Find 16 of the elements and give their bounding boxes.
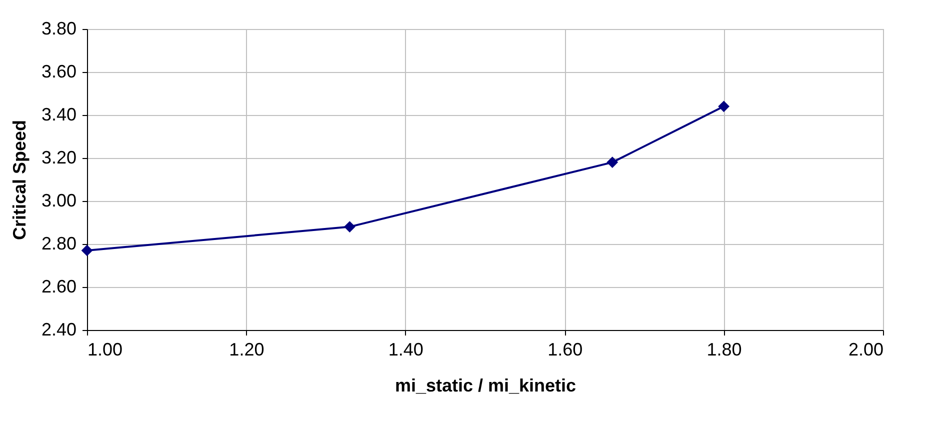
y-tick-label: 3.20	[41, 148, 76, 168]
y-tick-label: 3.40	[41, 104, 76, 124]
y-tick-label: 2.60	[41, 276, 76, 296]
y-tick-label: 3.80	[41, 18, 76, 38]
x-tick-label: 1.60	[548, 340, 583, 360]
y-tick-label: 3.00	[41, 190, 76, 210]
y-tick-label: 3.60	[41, 62, 76, 82]
x-tick-label: 1.00	[88, 340, 123, 360]
x-tick-label: 1.80	[706, 340, 742, 360]
x-axis-title: mi_static / mi_kinetic	[394, 376, 576, 396]
x-tick-label: 1.20	[229, 340, 264, 360]
y-tick-label: 2.80	[41, 234, 76, 254]
y-axis-title: Critical Speed	[9, 120, 30, 240]
x-tick-label: 2.00	[848, 340, 884, 360]
x-tick-label: 1.40	[388, 340, 424, 360]
y-tick-label: 2.40	[41, 320, 76, 340]
